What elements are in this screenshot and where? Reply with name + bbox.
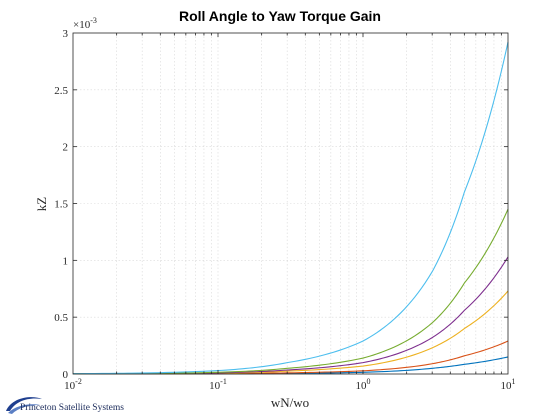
series-line-6 (72, 41, 509, 375)
company-logo: Princeton Satellite Systems (4, 395, 164, 419)
chart-title: Roll Angle to Yaw Torque Gain (179, 8, 381, 24)
x-tick-label: 100 (356, 377, 371, 392)
y-tick-label: 1 (63, 255, 69, 267)
series-line-4 (72, 256, 509, 375)
y-multiplier-base: ×10 (73, 19, 91, 31)
y-tick-label: 3 (63, 28, 69, 40)
x-tick-label: 10-1 (209, 377, 227, 392)
series-line-2 (72, 340, 509, 375)
series-line-5 (72, 208, 509, 375)
x-axis-label: wN/wo (271, 395, 309, 410)
logo-text: Princeton Satellite Systems (20, 403, 124, 413)
swoosh-icon (6, 397, 42, 414)
y-axis-multiplier: ×10-3 (73, 16, 97, 31)
y-tick-label: 2 (63, 142, 69, 154)
x-tick-label: 101 (501, 377, 516, 392)
x-tick-label: 10-2 (64, 377, 82, 392)
series-layer (72, 41, 509, 375)
y-axis-label: kZ (34, 197, 49, 212)
grid-layer (73, 33, 508, 374)
y-multiplier-exponent: -3 (90, 16, 97, 25)
tick-layer: 0 0.5 1 1.5 2 2.5 3 10-2 10-1 100 101 (54, 28, 515, 392)
y-tick-label: 1.5 (54, 199, 68, 211)
y-tick-label: 2.5 (54, 85, 68, 97)
y-tick-label: 0.5 (54, 312, 68, 324)
y-tick-label: 0 (63, 369, 69, 381)
